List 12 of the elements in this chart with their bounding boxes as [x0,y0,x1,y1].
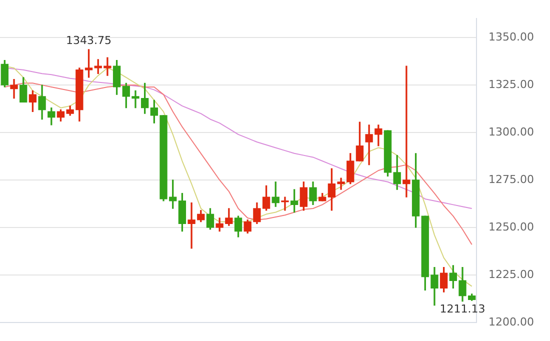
y-tick-label: 1250.00 [488,220,534,234]
y-tick-label: 1300.00 [488,125,534,138]
y-tick-label: 1275.00 [488,172,534,186]
y-tick-label: 1200.00 [488,315,534,328]
annotation: 1211.13 [440,302,486,316]
y-tick-label: 1225.00 [488,268,534,281]
annotation: 1343.75 [66,34,112,47]
candlestick [10,79,18,99]
y-tick-label: 1325.00 [488,78,534,91]
candlestick [281,196,289,211]
candlestick [402,66,410,198]
y-tick-label: 1350.00 [488,30,534,44]
